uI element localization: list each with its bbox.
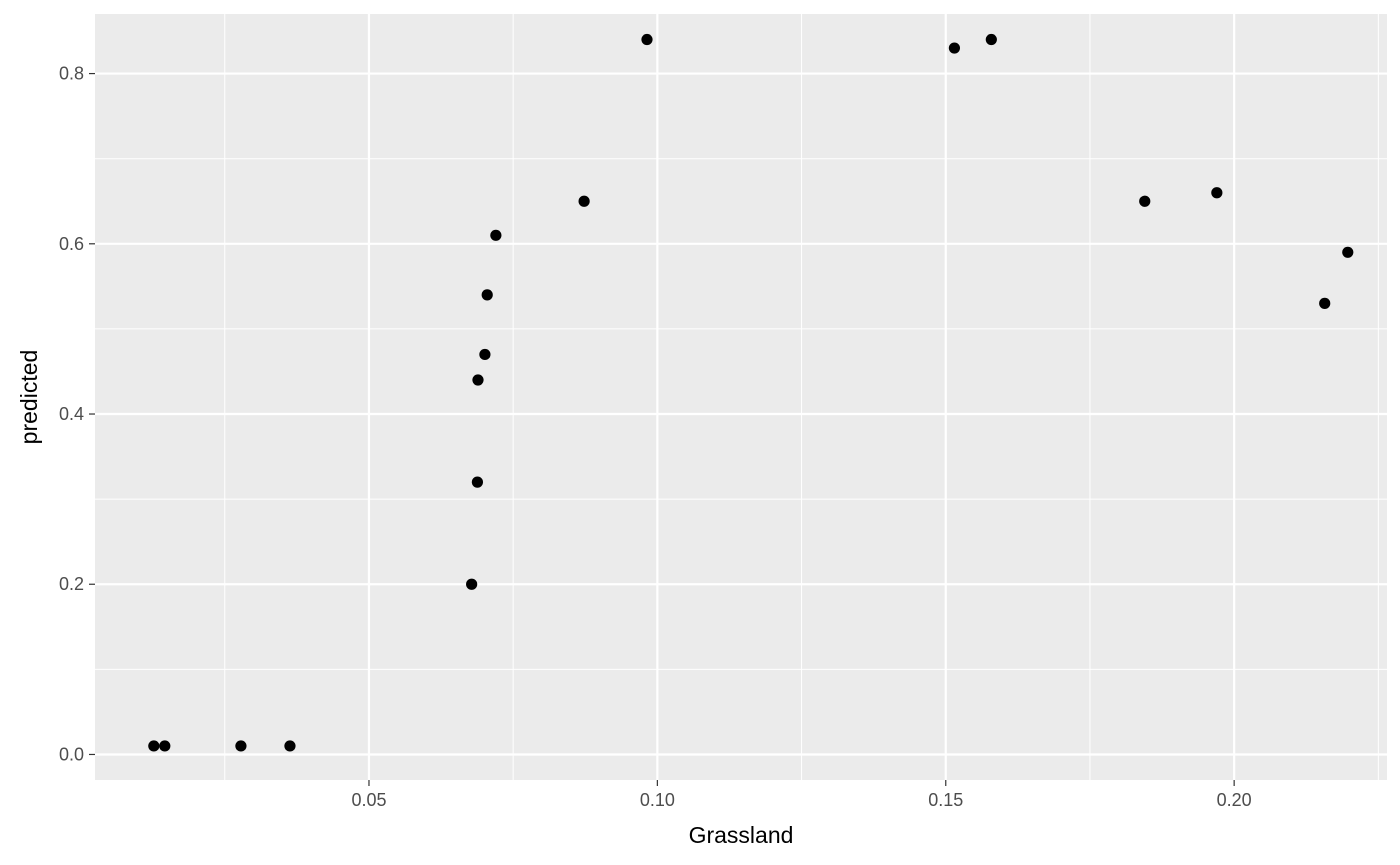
data-point [479, 348, 491, 361]
data-point [148, 740, 160, 752]
y-axis-title: predicted [16, 350, 42, 445]
data-point [1139, 195, 1151, 207]
x-tick-label: 0.15 [928, 790, 963, 810]
data-point [471, 476, 484, 488]
grid-minor [95, 14, 1387, 780]
y-tick-label: 0.4 [59, 404, 84, 424]
plot-panel [95, 14, 1387, 780]
x-axis: 0.05 0.10 0.15 0.20 [351, 780, 1252, 810]
data-point [466, 578, 478, 590]
data-point [472, 374, 484, 386]
data-point [1319, 297, 1331, 309]
x-tick-label: 0.20 [1217, 790, 1252, 810]
x-axis-title: Grassland [689, 822, 794, 848]
data-point [1211, 187, 1223, 199]
data-points [148, 33, 1354, 752]
y-tick-label: 0.2 [59, 574, 84, 594]
x-tick-label: 0.10 [640, 790, 675, 810]
data-point [948, 42, 961, 54]
data-point [641, 33, 653, 46]
y-axis: 0.0 0.2 0.4 0.6 0.8 [59, 64, 95, 764]
data-point [985, 33, 997, 46]
data-point [159, 740, 171, 752]
y-tick-label: 0.0 [59, 744, 84, 764]
data-point [490, 229, 502, 241]
data-point [1342, 246, 1354, 258]
y-tick-label: 0.6 [59, 234, 84, 254]
grid-major [95, 14, 1387, 780]
y-tick-label: 0.8 [59, 64, 84, 84]
data-point [235, 740, 247, 752]
data-point [284, 740, 296, 752]
x-tick-label: 0.05 [351, 790, 386, 810]
data-point [578, 195, 590, 207]
data-point [481, 289, 493, 301]
